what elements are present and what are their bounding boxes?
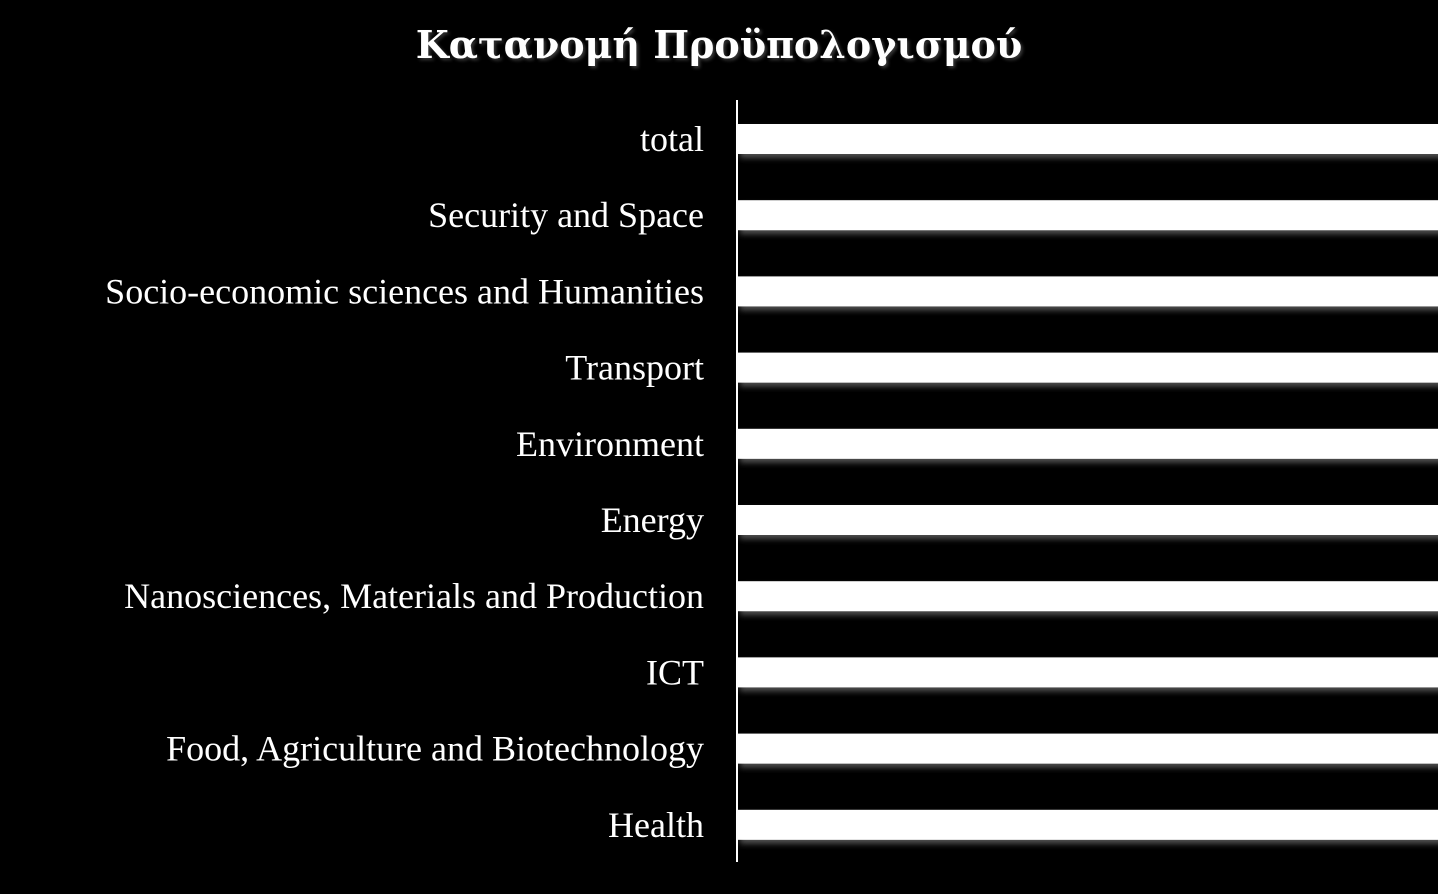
- value-label: 1935: [1348, 731, 1420, 771]
- category-label: Food, Agriculture and Biotechnology: [166, 729, 704, 769]
- category-label: Security and Space: [428, 195, 704, 235]
- category-label: Environment: [516, 424, 704, 464]
- value-label: 3467: [1348, 578, 1420, 618]
- category-label: Energy: [601, 500, 704, 540]
- bar: [737, 809, 1438, 840]
- bar: [737, 505, 1438, 535]
- category-label: total: [640, 119, 704, 159]
- value-label: 2858: [1348, 197, 1420, 237]
- bar: [737, 657, 1438, 688]
- bar: [737, 276, 1438, 307]
- value-label: 2235: [1348, 502, 1420, 542]
- bar: [737, 124, 1438, 154]
- bar: [737, 428, 1438, 459]
- bar: [737, 200, 1438, 231]
- value-label: 607: [1348, 273, 1402, 313]
- bar: [737, 352, 1438, 383]
- category-label: Health: [608, 805, 704, 845]
- value-label: 9080: [1348, 654, 1420, 694]
- category-label: ICT: [646, 652, 704, 692]
- bar: [737, 733, 1438, 764]
- category-label: Transport: [565, 348, 704, 388]
- category-label: Socio-economic sciences and Humanities: [105, 271, 704, 311]
- value-label: 4150: [1348, 350, 1420, 390]
- value-label: 5984: [1348, 807, 1420, 847]
- chart-title: Κατανομή Προϋπολογισμού: [415, 22, 1023, 67]
- value-label: 32202: [1348, 121, 1438, 161]
- bar: [737, 581, 1438, 612]
- category-label: Nanosciences, Materials and Production: [124, 576, 704, 616]
- value-label: 1886: [1348, 426, 1420, 466]
